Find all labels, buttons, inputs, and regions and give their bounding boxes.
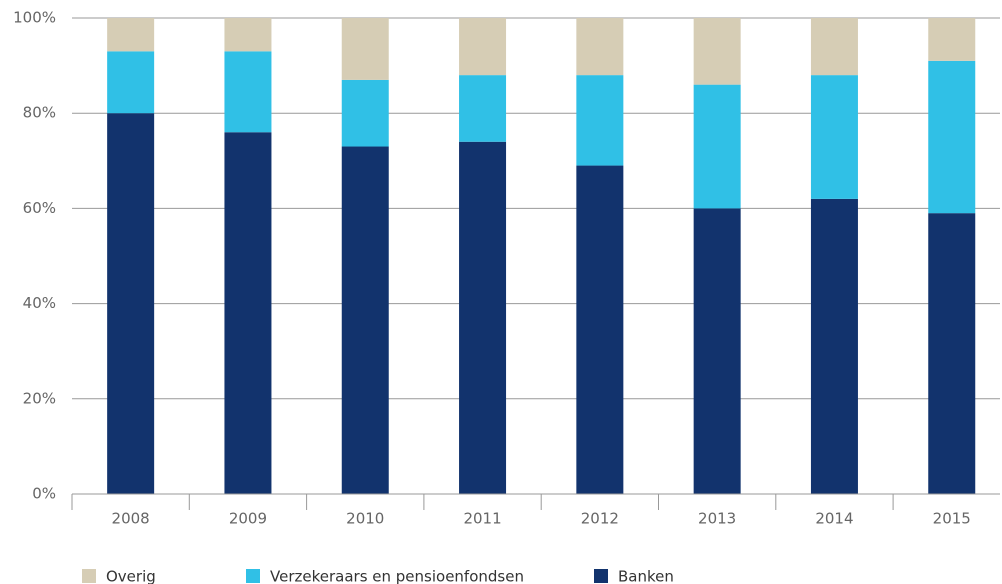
x-tick-label: 2014: [815, 510, 853, 528]
bar-segment: [341, 18, 389, 80]
x-tick-label: 2009: [229, 510, 267, 528]
y-tick-label: 100%: [13, 9, 56, 27]
legend-label: Banken: [618, 568, 674, 584]
bar-segment: [224, 51, 272, 133]
legend-swatch: [82, 569, 96, 583]
legend-label: Verzekeraars en pensioenfondsen: [270, 568, 524, 584]
y-tick-label: 40%: [23, 294, 56, 312]
bar-segment: [341, 146, 389, 494]
bar-segment: [693, 208, 741, 494]
x-tick-label: 2010: [346, 510, 384, 528]
bar-segment: [576, 75, 624, 166]
x-tick-label: 2008: [112, 510, 150, 528]
x-tick-label: 2011: [463, 510, 501, 528]
bar-segment: [810, 75, 858, 199]
bar-segment: [341, 79, 389, 147]
bar-segment: [459, 75, 507, 142]
bar-segment: [107, 18, 155, 52]
y-tick-label: 0%: [32, 485, 56, 503]
bar-segment: [928, 213, 976, 494]
x-tick-label: 2012: [581, 510, 619, 528]
bar-segment: [459, 141, 507, 494]
bar-segment: [928, 18, 976, 61]
bar-segment: [693, 18, 741, 85]
y-tick-label: 80%: [23, 104, 56, 122]
legend-swatch: [246, 569, 260, 583]
bar-segment: [459, 18, 507, 76]
bar-segment: [107, 51, 155, 114]
bar-segment: [810, 198, 858, 494]
bar-segment: [693, 84, 741, 209]
y-tick-label: 20%: [23, 389, 56, 407]
x-tick-label: 2015: [933, 510, 971, 528]
bar-segment: [928, 60, 976, 214]
bar-segment: [107, 113, 155, 494]
y-tick-label: 60%: [23, 199, 56, 217]
bar-segment: [224, 18, 272, 52]
bar-segment: [810, 18, 858, 76]
legend-label: Overig: [106, 568, 156, 584]
legend-swatch: [594, 569, 608, 583]
bar-segment: [576, 18, 624, 76]
x-tick-label: 2013: [698, 510, 736, 528]
bar-segment: [224, 132, 272, 495]
bar-segment: [576, 165, 624, 494]
